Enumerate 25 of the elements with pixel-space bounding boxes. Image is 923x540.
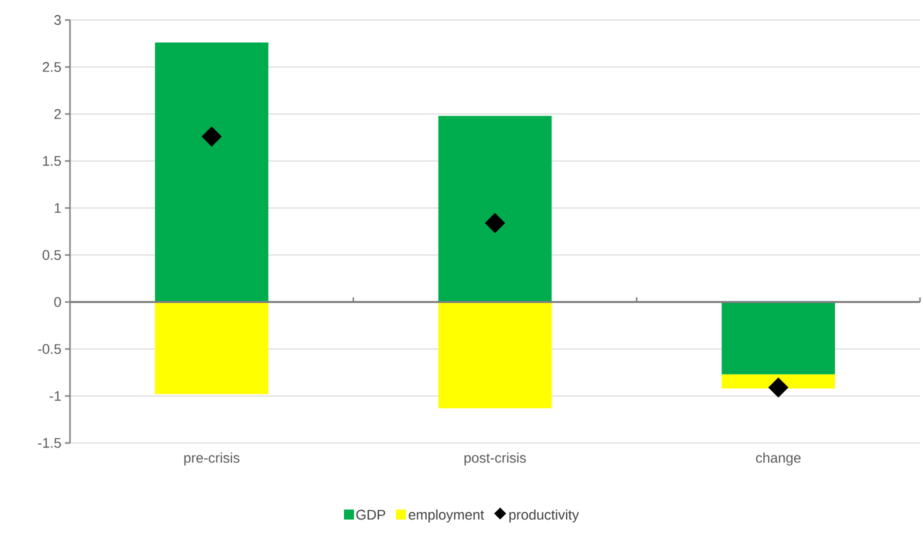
x-tick-label: change: [756, 452, 801, 466]
y-tick-label: 1.5: [43, 156, 61, 166]
point: [202, 126, 222, 147]
legend-label: productivity: [509, 509, 579, 522]
y-tick-label: 2: [54, 109, 61, 119]
y-tick-label: 3: [54, 15, 61, 25]
legend-label: GDP: [356, 510, 386, 520]
x-tick-label: pre-crisis: [184, 452, 240, 466]
y-tick-label: 0.5: [42, 250, 61, 260]
bar: [438, 302, 552, 408]
point: [484, 212, 506, 234]
y-tick-label: -1: [50, 391, 61, 401]
point: [768, 377, 788, 398]
bar: [438, 116, 552, 302]
bar: [155, 302, 268, 394]
y-tick-label: -0.5: [38, 344, 61, 354]
bar: [722, 302, 836, 374]
y-tick-label: -1.5: [38, 438, 61, 448]
y-tick-label: 0: [54, 297, 61, 307]
y-tick-label: 2.5: [42, 62, 61, 72]
bar: [722, 374, 836, 388]
x-tick-label: post-crisis: [464, 452, 526, 466]
y-tick-label: 1: [54, 203, 61, 213]
bar: [155, 42, 268, 302]
legend-label: employment: [408, 509, 484, 522]
